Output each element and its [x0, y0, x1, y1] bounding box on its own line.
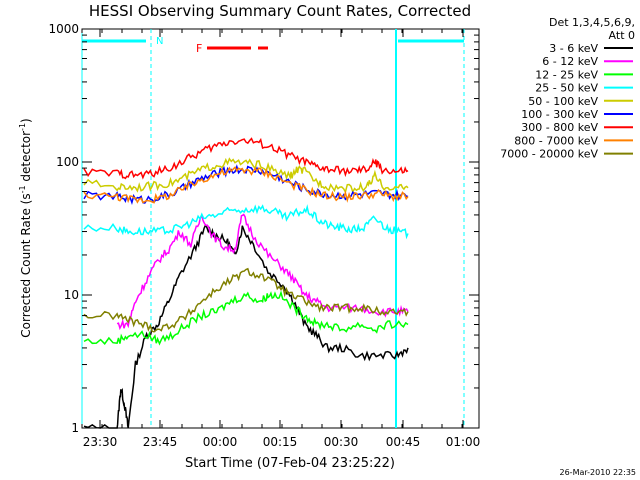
y-tick-label: 1000 [48, 22, 79, 36]
series-group [83, 137, 409, 429]
flare-indicator: F [196, 42, 268, 55]
x-tick-label: 00:00 [203, 435, 238, 449]
y-tick-label: 100 [56, 155, 79, 169]
flare-label: F [196, 42, 202, 55]
legend-label: 7000 - 20000 keV [500, 148, 598, 161]
legend-label: 100 - 300 keV [521, 108, 598, 121]
night-markers [81, 29, 465, 428]
legend-label: 6 - 12 keV [542, 55, 598, 68]
series-line-5 [83, 157, 409, 195]
chart-title: HESSI Observing Summary Count Rates, Cor… [89, 2, 471, 20]
legend-label: 12 - 25 keV [535, 68, 598, 81]
x-tick-label: 00:45 [386, 435, 421, 449]
legend-label: 25 - 50 keV [535, 82, 598, 95]
series-line-9 [83, 267, 409, 333]
x-tick-label: 01:00 [446, 435, 481, 449]
legend-label: 3 - 6 keV [549, 42, 598, 55]
series-line-3 [83, 290, 409, 346]
x-tick-label: 23:45 [143, 435, 178, 449]
plot-frame [81, 28, 480, 429]
legend-header-2: Att 0 [609, 29, 635, 42]
series-line-1 [83, 223, 409, 429]
y-tick-label: 1 [71, 421, 79, 435]
night-label: N [156, 36, 163, 47]
series-line-8 [83, 166, 409, 204]
x-tick-label: 00:30 [324, 435, 359, 449]
x-tick-label: 00:15 [263, 435, 298, 449]
y-axis-label: Corrected Count Rate (s-1 detector-1) [18, 118, 33, 337]
series-line-7 [83, 137, 409, 180]
legend-label: 300 - 800 keV [521, 121, 598, 134]
y-tick-label: 10 [64, 288, 79, 302]
x-tick-label: 23:30 [83, 435, 118, 449]
series-line-2 [116, 213, 409, 331]
legend-label: 50 - 100 keV [528, 95, 598, 108]
series-line-4 [83, 204, 409, 240]
legend-label: 800 - 7000 keV [514, 134, 598, 147]
axis-ticks: 23:30 23:45 00:00 00:15 00:30 00:45 01:00 1 10 10… [48, 22, 480, 449]
x-axis-label: Start Time (07-Feb-04 23:25:22) [185, 456, 395, 471]
legend-header-1: Det 1,3,4,5,6,9, [549, 16, 635, 29]
date-stamp: 26-Mar-2010 22:35 [560, 468, 637, 477]
